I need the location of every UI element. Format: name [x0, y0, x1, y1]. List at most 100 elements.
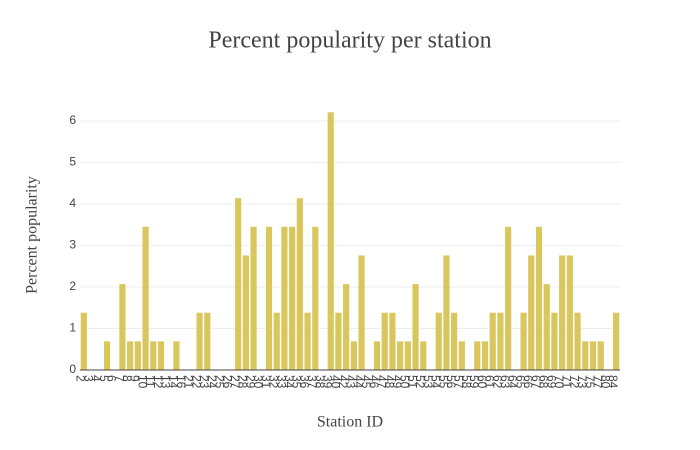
bar	[381, 312, 388, 370]
x-tick-label: 16	[174, 375, 188, 389]
bar	[535, 226, 543, 370]
x-tick-label: 28	[236, 375, 250, 389]
x-tick-label: 71	[560, 375, 574, 389]
x-tick-label: 72	[567, 375, 581, 389]
x-tick-label: 27	[228, 375, 242, 389]
y-tick-label: 0	[69, 362, 76, 376]
x-tick-label: 55	[436, 375, 450, 389]
y-tick-label: 6	[69, 113, 76, 127]
y-tick-label: 3	[69, 238, 76, 252]
x-tick-label: 29	[243, 375, 257, 389]
x-tick-label: 77	[591, 375, 605, 389]
x-tick-label: 75	[583, 375, 597, 389]
bar	[304, 312, 311, 370]
x-tick-label: 43	[344, 375, 358, 389]
x-tick-label: 35	[290, 375, 304, 389]
x-tick-label: 39	[321, 375, 335, 389]
y-axis-title: Percent popularity	[24, 176, 41, 294]
x-tick-label: 36	[297, 375, 311, 389]
x-tick-label: 9	[128, 375, 142, 382]
bar	[528, 255, 535, 370]
bar	[196, 312, 203, 370]
x-tick-label: 32	[267, 375, 281, 389]
x-tick-label: 38	[313, 375, 327, 389]
x-tick-label: 14	[166, 375, 180, 389]
x-tick-label: 80	[598, 375, 612, 389]
bar	[350, 341, 357, 370]
bar	[481, 341, 489, 370]
x-tick-label: 30	[251, 375, 265, 389]
x-tick-label: 59	[467, 375, 481, 389]
bar	[157, 341, 165, 370]
bar	[574, 312, 581, 370]
x-tick-label: 62	[490, 375, 504, 389]
bar	[204, 312, 211, 370]
bar	[343, 284, 350, 370]
x-tick-label: 37	[305, 375, 319, 389]
bar	[443, 255, 450, 370]
bar	[273, 312, 280, 370]
x-tick-label: 2	[74, 375, 88, 382]
x-tick-label: 12	[151, 375, 165, 389]
bar	[582, 341, 589, 370]
bar	[497, 312, 504, 370]
bar	[458, 341, 465, 370]
x-tick-label: 54	[429, 375, 443, 389]
x-tick-label: 10	[135, 375, 149, 389]
bar	[404, 341, 411, 370]
x-tick-label: 45	[359, 375, 373, 389]
bar	[289, 226, 296, 370]
bar	[389, 312, 396, 370]
bar	[103, 341, 111, 370]
x-tick-label: 68	[537, 375, 551, 389]
bar	[597, 341, 604, 370]
bar	[435, 312, 442, 370]
x-tick-label: 70	[552, 375, 566, 389]
x-tick-label: 44	[351, 375, 365, 389]
x-tick-label: 31	[259, 375, 273, 389]
x-tick-label: 67	[529, 375, 543, 389]
y-tick-label: 5	[69, 155, 76, 169]
bar	[589, 341, 597, 370]
bar	[489, 312, 496, 370]
x-tick-label: 56	[444, 375, 458, 389]
bar	[327, 112, 334, 370]
x-tick-label: 49	[390, 375, 404, 389]
bar	[265, 226, 273, 370]
x-tick-label: 11	[143, 375, 157, 388]
bar	[451, 312, 458, 370]
x-tick-label: 34	[282, 375, 296, 389]
x-tick-label: 61	[483, 375, 497, 389]
bar	[150, 341, 157, 370]
bar	[250, 226, 257, 370]
x-tick-label: 73	[575, 375, 589, 389]
bar	[551, 312, 558, 370]
x-tick-label: 50	[398, 375, 412, 389]
y-tick-label: 4	[69, 196, 76, 210]
x-tick-label: 84	[606, 375, 620, 389]
x-tick-label: 24	[205, 375, 219, 389]
x-tick-label: 6	[105, 375, 119, 382]
bar	[358, 255, 365, 370]
x-tick-label: 26	[220, 375, 234, 389]
x-tick-label: 23	[197, 375, 211, 389]
x-tick-label: 40	[328, 375, 342, 389]
bar	[312, 226, 319, 370]
x-tick-label: 3	[81, 375, 95, 382]
bar	[119, 284, 126, 370]
y-tick-label: 1	[69, 321, 76, 335]
x-tick-label: 65	[513, 375, 527, 389]
x-tick-label: 22	[189, 375, 203, 389]
bar	[420, 341, 427, 370]
bar	[242, 255, 249, 370]
x-tick-label: 5	[97, 375, 111, 382]
x-tick-label: 33	[274, 375, 288, 389]
bar	[566, 255, 573, 370]
bar	[559, 255, 566, 370]
x-tick-label: 47	[375, 375, 389, 389]
bar	[281, 226, 288, 370]
bar	[505, 226, 512, 370]
bar	[543, 284, 550, 370]
x-tick-label: 63	[498, 375, 512, 389]
